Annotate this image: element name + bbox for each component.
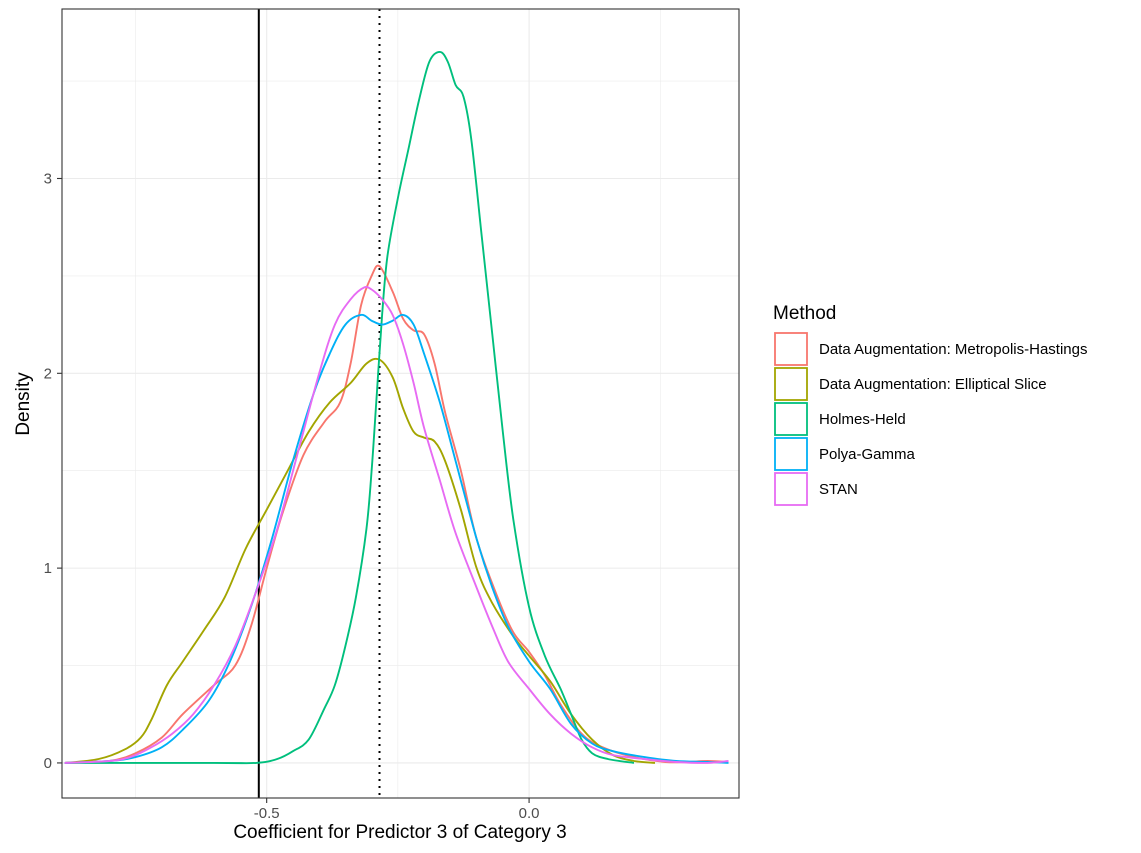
- legend-key-4: [774, 437, 808, 471]
- density-curve-3: [64, 50, 635, 765]
- y-axis-ticks: 0 1 2 3: [44, 170, 62, 772]
- legend-label-3: Holmes-Held: [819, 411, 906, 428]
- y-axis-title: Density: [13, 372, 34, 436]
- density-curve-1: [64, 264, 729, 764]
- legend: Method Data Augmentation: Metropolis-Has…: [773, 303, 1087, 506]
- y-tick-label: 1: [44, 560, 52, 577]
- legend-label-1: Data Augmentation: Metropolis-Hastings: [819, 341, 1087, 358]
- y-tick-label: 2: [44, 365, 52, 382]
- legend-key-1: [774, 332, 808, 366]
- reference-lines: [257, 9, 381, 798]
- density-curve-4: [64, 313, 729, 764]
- y-tick-label: 3: [44, 170, 52, 187]
- density-curve-5: [64, 286, 729, 764]
- legend-key-3: [774, 402, 808, 436]
- x-axis-title: Coefficient for Predictor 3 of Category …: [233, 822, 566, 843]
- density-curves: [64, 50, 729, 765]
- y-tick-label: 0: [44, 755, 52, 772]
- x-tick-label: 0.0: [519, 805, 540, 822]
- legend-key-2: [774, 367, 808, 401]
- density-curve-2: [64, 357, 656, 764]
- x-tick-label: -0.5: [254, 805, 280, 822]
- plot-panel-border: [61, 8, 740, 799]
- legend-label-5: STAN: [819, 481, 858, 498]
- legend-label-2: Data Augmentation: Elliptical Slice: [819, 376, 1047, 393]
- legend-key-5: [774, 472, 808, 506]
- x-axis-ticks: -0.5 0.0: [254, 798, 540, 822]
- legend-title: Method: [773, 303, 836, 324]
- legend-label-4: Polya-Gamma: [819, 446, 916, 463]
